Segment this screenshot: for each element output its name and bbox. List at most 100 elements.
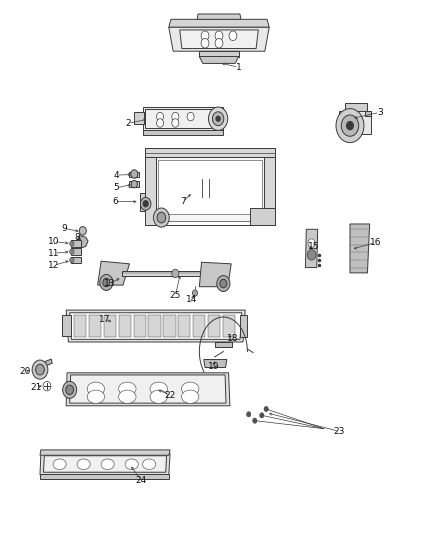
Ellipse shape	[119, 382, 136, 395]
Circle shape	[217, 276, 230, 292]
Circle shape	[215, 31, 223, 41]
Circle shape	[220, 279, 227, 288]
Circle shape	[63, 381, 77, 398]
Ellipse shape	[119, 390, 136, 403]
Circle shape	[260, 413, 264, 418]
Polygon shape	[66, 310, 245, 342]
Polygon shape	[71, 240, 81, 247]
Circle shape	[131, 169, 138, 178]
Circle shape	[172, 112, 179, 121]
Polygon shape	[193, 316, 205, 337]
Circle shape	[66, 385, 74, 394]
Polygon shape	[70, 375, 226, 403]
Circle shape	[264, 406, 268, 411]
Ellipse shape	[53, 459, 66, 470]
Polygon shape	[145, 109, 221, 128]
Polygon shape	[40, 450, 170, 455]
Ellipse shape	[150, 390, 167, 403]
Text: 16: 16	[370, 238, 381, 247]
Polygon shape	[178, 316, 191, 337]
Ellipse shape	[125, 459, 138, 470]
Polygon shape	[62, 316, 71, 336]
Polygon shape	[350, 224, 370, 273]
Polygon shape	[197, 14, 241, 19]
Text: 12: 12	[48, 261, 60, 270]
Polygon shape	[130, 172, 139, 177]
Polygon shape	[158, 160, 262, 214]
Circle shape	[70, 257, 74, 263]
Circle shape	[187, 112, 194, 121]
Text: 10: 10	[48, 237, 60, 246]
Polygon shape	[345, 103, 367, 112]
Circle shape	[336, 109, 364, 143]
Circle shape	[100, 274, 113, 290]
Polygon shape	[180, 30, 258, 49]
Text: 2: 2	[125, 119, 131, 128]
Ellipse shape	[181, 382, 199, 395]
Circle shape	[308, 239, 315, 247]
Polygon shape	[169, 19, 269, 27]
Polygon shape	[134, 316, 146, 337]
Polygon shape	[143, 131, 223, 135]
Polygon shape	[223, 316, 235, 337]
Circle shape	[201, 31, 209, 41]
Circle shape	[131, 180, 138, 188]
Ellipse shape	[150, 382, 167, 395]
Text: 1: 1	[236, 63, 241, 71]
Polygon shape	[143, 107, 223, 131]
Circle shape	[143, 200, 148, 207]
Ellipse shape	[87, 390, 105, 403]
Polygon shape	[134, 112, 144, 124]
Circle shape	[70, 249, 74, 254]
Circle shape	[172, 269, 179, 278]
Polygon shape	[204, 360, 227, 368]
Polygon shape	[365, 111, 371, 116]
Ellipse shape	[87, 382, 105, 395]
Polygon shape	[40, 454, 170, 475]
Polygon shape	[208, 316, 220, 337]
Circle shape	[156, 112, 163, 121]
Circle shape	[346, 122, 353, 130]
Polygon shape	[43, 359, 52, 367]
Ellipse shape	[101, 459, 114, 470]
Polygon shape	[215, 342, 232, 348]
Polygon shape	[130, 181, 139, 187]
Text: 18: 18	[227, 334, 239, 343]
Circle shape	[307, 249, 316, 260]
Polygon shape	[77, 236, 88, 248]
Polygon shape	[199, 262, 231, 287]
Circle shape	[156, 119, 163, 127]
Circle shape	[341, 115, 359, 136]
Text: 24: 24	[136, 476, 147, 484]
Polygon shape	[98, 261, 130, 285]
Circle shape	[229, 31, 237, 41]
Polygon shape	[71, 248, 81, 255]
Circle shape	[216, 116, 220, 122]
Text: 20: 20	[19, 367, 30, 376]
Polygon shape	[71, 257, 81, 263]
Circle shape	[172, 119, 179, 127]
Polygon shape	[140, 193, 151, 211]
Circle shape	[103, 278, 110, 287]
Polygon shape	[74, 316, 86, 337]
Polygon shape	[199, 51, 239, 56]
Text: 21: 21	[31, 383, 42, 392]
Text: 17: 17	[99, 315, 110, 324]
Text: 22: 22	[165, 391, 176, 400]
Circle shape	[153, 208, 169, 227]
Circle shape	[215, 38, 223, 48]
Polygon shape	[104, 316, 116, 337]
Text: 23: 23	[333, 427, 345, 436]
Polygon shape	[151, 153, 271, 221]
Text: 14: 14	[186, 295, 198, 304]
Text: 4: 4	[113, 171, 119, 180]
Polygon shape	[40, 474, 169, 479]
Circle shape	[70, 241, 74, 246]
Circle shape	[212, 112, 224, 126]
Polygon shape	[264, 149, 275, 225]
Polygon shape	[66, 373, 230, 406]
Polygon shape	[305, 229, 318, 268]
Text: 9: 9	[61, 224, 67, 233]
Polygon shape	[339, 111, 371, 134]
Text: 25: 25	[170, 291, 181, 300]
